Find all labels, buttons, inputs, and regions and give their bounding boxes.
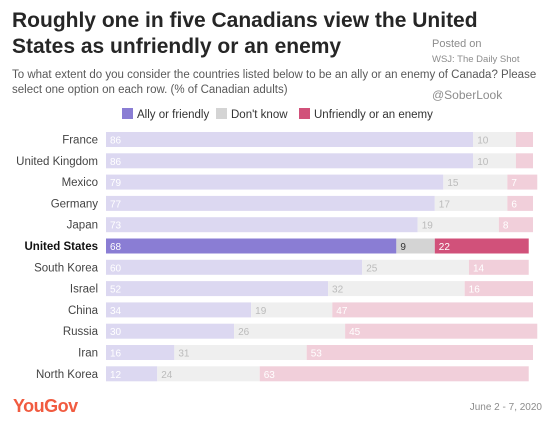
value-label: 52 (110, 285, 122, 296)
category-label: France (62, 135, 98, 147)
bar-segment (106, 259, 363, 275)
bar-segment (515, 153, 533, 169)
category-label: North Korea (36, 369, 99, 381)
bar-segment (174, 345, 307, 360)
value-label: 31 (178, 349, 190, 360)
bar-segment (473, 132, 516, 147)
legend-swatch-0 (122, 108, 133, 119)
value-label: 53 (311, 349, 323, 360)
value-label: 79 (110, 178, 122, 189)
value-label: 73 (110, 221, 122, 232)
value-label: 12 (110, 370, 122, 381)
bar-segment (434, 238, 529, 254)
value-label: 63 (264, 370, 276, 381)
value-label: 86 (110, 136, 122, 147)
bar-segment (157, 366, 260, 382)
category-label: Israel (70, 284, 98, 296)
value-label: 86 (110, 157, 122, 168)
bar-segment (106, 132, 474, 147)
bar-segment (515, 132, 533, 147)
legend-label-1: Don't know (231, 109, 288, 121)
value-label: 19 (255, 306, 267, 317)
bar-segment (106, 153, 474, 169)
value-label: 47 (336, 306, 348, 317)
value-label: 60 (110, 263, 122, 274)
value-label: 30 (110, 327, 122, 338)
bar-segment (332, 302, 533, 318)
category-label: Mexico (62, 177, 98, 189)
legend-label-2: Unfriendly or an enemy (314, 109, 433, 121)
bar-segment (468, 259, 529, 275)
category-label: Germany (51, 198, 99, 210)
chart-title: Roughly one in five Canadians view the U… (12, 9, 478, 58)
bar-segment (396, 238, 435, 254)
legend-swatch-2 (299, 108, 310, 119)
bar-segment (464, 281, 533, 297)
category-label: Iran (78, 348, 98, 360)
bar-segment (434, 195, 508, 211)
bar-segment (345, 323, 538, 339)
bar-segment (234, 323, 346, 339)
bar-segment (362, 259, 469, 275)
category-label: Japan (67, 220, 98, 232)
bar-segment (106, 366, 158, 382)
bar-segment (106, 238, 397, 254)
value-label: 16 (110, 349, 122, 360)
value-label: 22 (439, 242, 451, 253)
value-label: 24 (161, 370, 173, 381)
category-label: United States (25, 241, 99, 253)
category-label: China (68, 305, 99, 317)
value-label: 26 (238, 327, 250, 338)
bar-segment (106, 174, 444, 190)
bar-segment (106, 323, 235, 339)
value-label: 10 (477, 136, 489, 147)
bar-segment (259, 366, 529, 382)
bar-segment (507, 195, 533, 211)
bar-segment (106, 345, 175, 360)
fieldwork-date: June 2 - 7, 2020 (469, 402, 542, 413)
legend-label-0: Ally or friendly (137, 109, 209, 121)
value-label: 19 (422, 221, 434, 232)
bar-segment (106, 217, 418, 233)
value-label: 9 (400, 242, 406, 253)
value-label: 15 (447, 178, 459, 189)
bar-segment (106, 281, 329, 297)
value-label: 32 (332, 285, 344, 296)
value-label: 34 (110, 306, 122, 317)
bar-segment (417, 217, 499, 233)
watermark-handle: @SoberLook (432, 88, 503, 102)
watermark-posted-on: Posted on (432, 38, 482, 50)
value-label: 7 (511, 178, 517, 189)
yougov-logo: YouGov (13, 396, 78, 416)
value-label: 25 (366, 263, 378, 274)
bar-segment (443, 174, 508, 190)
bar-segment (106, 195, 435, 211)
bar-segment (498, 217, 533, 233)
bar-segment (507, 174, 538, 190)
chart-subtitle: To what extent do you consider the count… (12, 69, 537, 96)
bar-segment (251, 302, 333, 318)
legend-swatch-1 (216, 108, 227, 119)
value-label: 10 (477, 157, 489, 168)
bar-segment (106, 302, 252, 318)
value-label: 77 (110, 199, 122, 210)
bar-segment (306, 345, 533, 360)
value-label: 8 (503, 221, 509, 232)
value-label: 6 (511, 199, 517, 210)
value-label: 68 (110, 242, 122, 253)
category-label: Russia (63, 326, 99, 338)
value-label: 45 (349, 327, 361, 338)
value-label: 17 (439, 199, 451, 210)
category-label: South Korea (34, 262, 99, 274)
value-label: 16 (469, 285, 481, 296)
bar-segment (328, 281, 465, 297)
watermark-source: WSJ: The Daily Shot (432, 54, 520, 65)
category-label: United Kingdom (16, 156, 98, 168)
value-label: 14 (473, 263, 485, 274)
bar-segment (473, 153, 516, 169)
